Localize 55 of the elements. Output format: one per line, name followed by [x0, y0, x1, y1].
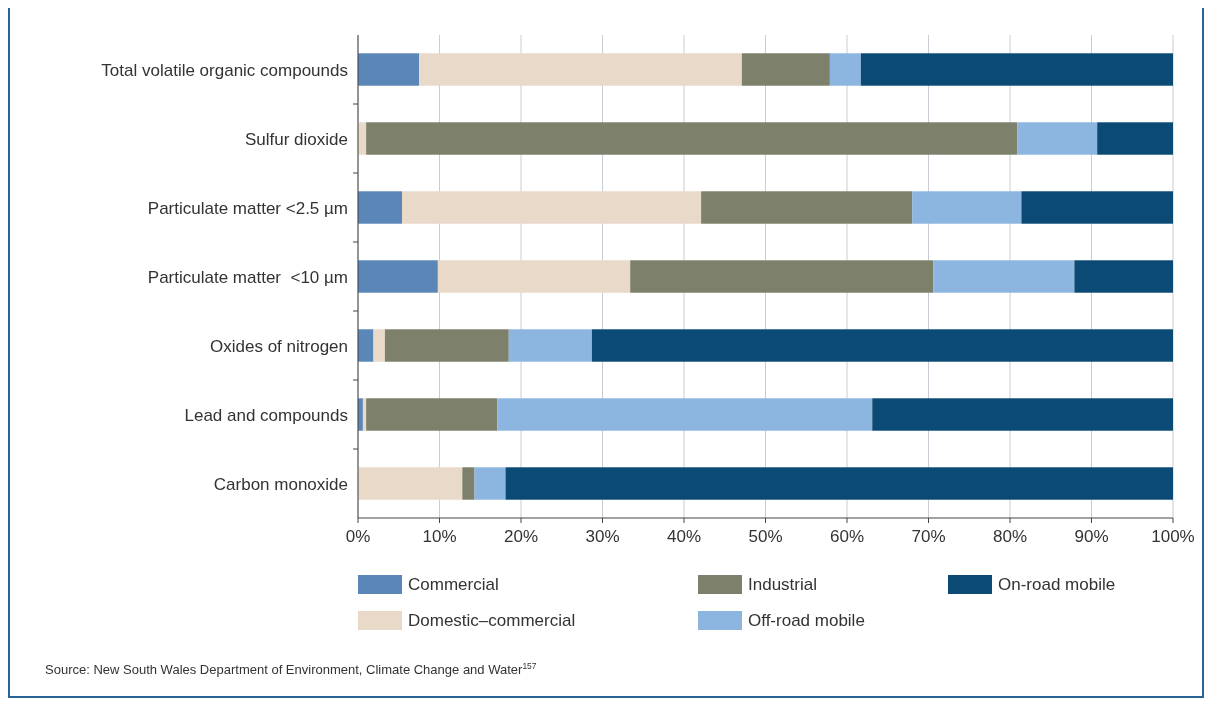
x-tick-label: 40% — [666, 527, 702, 546]
bar — [591, 329, 1173, 362]
bar — [402, 191, 702, 224]
bar — [1017, 122, 1098, 155]
bar — [358, 467, 463, 500]
bar — [1021, 191, 1173, 224]
bar — [384, 329, 509, 362]
bar — [362, 398, 367, 431]
bar — [419, 53, 742, 86]
x-tick-label: 100% — [1151, 527, 1195, 546]
x-tick-label: 80% — [992, 527, 1028, 546]
legend-label: Domestic–commercial — [408, 611, 576, 630]
bar — [829, 53, 861, 86]
bar — [741, 53, 830, 86]
bar — [474, 467, 506, 500]
bar — [497, 398, 873, 431]
bar — [358, 260, 438, 293]
x-tick-label: 30% — [585, 527, 620, 546]
x-tick-label: 90% — [1074, 527, 1109, 546]
bar — [630, 260, 934, 293]
y-tick-label: Particulate matter <2.5 µm — [147, 198, 348, 218]
bar — [373, 329, 385, 362]
bar — [366, 398, 498, 431]
bar — [860, 53, 1173, 86]
source-note: Source: New South Wales Department of Environment, Climate Change and Water$^{157}$ — [45, 661, 537, 677]
y-tick-label: Total volatile organic compounds — [101, 60, 348, 80]
bar — [933, 260, 1075, 293]
x-tick-label: 10% — [422, 527, 457, 546]
x-tick-label: 60% — [829, 527, 865, 546]
x-tick-label: 70% — [911, 527, 946, 546]
bar — [462, 467, 475, 500]
bar — [1074, 260, 1174, 293]
legend-label: Industrial — [748, 575, 817, 594]
bar — [437, 260, 631, 293]
bar — [508, 329, 592, 362]
x-tick-label: 50% — [748, 527, 783, 546]
bar — [358, 191, 403, 224]
bar — [701, 191, 913, 224]
y-tick-label: Carbon monoxide — [213, 474, 348, 494]
bar — [358, 53, 420, 86]
bar — [366, 122, 1018, 155]
legend-label: Commercial — [408, 575, 499, 594]
y-tick-label: Lead and compounds — [184, 405, 348, 425]
bar — [912, 191, 1022, 224]
x-tick-label: 20% — [503, 527, 539, 546]
bar — [872, 398, 1173, 431]
legend-label: On-road mobile — [998, 575, 1116, 594]
y-tick-label: Oxides of nitrogen — [210, 336, 348, 356]
bar — [1097, 122, 1173, 155]
legend-label: Off-road mobile — [748, 611, 865, 630]
bar — [358, 329, 374, 362]
bar — [505, 467, 1173, 500]
y-tick-label: Particulate matter <10 µm — [147, 267, 348, 287]
y-tick-label: Sulfur dioxide — [244, 129, 348, 149]
x-tick-label: 0% — [345, 527, 371, 546]
